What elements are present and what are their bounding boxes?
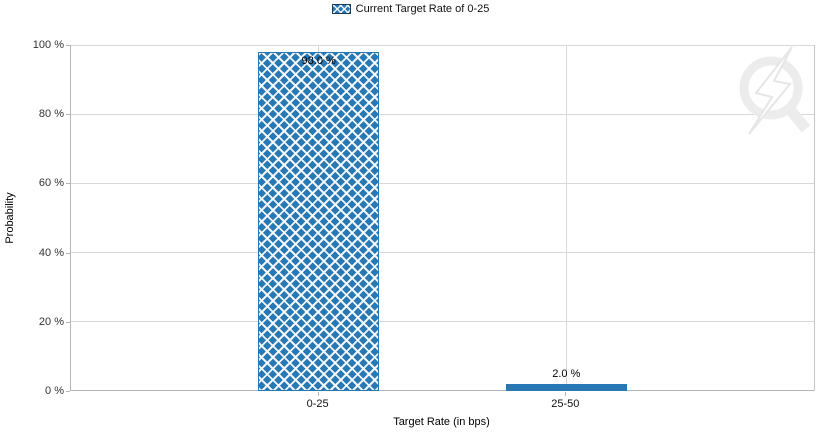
bar-25-50[interactable]	[505, 384, 627, 391]
y-tick-mark	[66, 114, 70, 116]
h-gridline	[71, 252, 814, 254]
legend[interactable]: Current Target Rate of 0-25	[0, 3, 821, 15]
y-tick-mark	[66, 391, 70, 392]
watermark-logo	[739, 46, 811, 135]
y-tick-label: 80 %	[38, 108, 64, 121]
y-tick-mark	[66, 321, 70, 323]
h-gridline	[71, 44, 814, 46]
bar-value-label: 98.0 %	[301, 54, 336, 67]
y-tick-label: 0 %	[45, 385, 64, 397]
h-gridline	[71, 182, 814, 184]
y-tick-mark	[66, 252, 70, 254]
y-axis-title: Probability	[4, 192, 16, 244]
h-gridline	[71, 113, 814, 115]
plot-area: 98.0 % 2.0 %	[70, 44, 815, 391]
x-tick-label: 25-50	[551, 398, 580, 410]
x-tick-mark	[565, 392, 567, 396]
bar-value-label: 2.0 %	[552, 368, 581, 381]
legend-label: Current Target Rate of 0-25	[355, 3, 490, 15]
y-tick-label: 100 %	[32, 39, 64, 51]
legend-swatch-icon	[331, 4, 351, 14]
bar-0-25[interactable]	[258, 51, 380, 391]
y-tick-mark	[66, 183, 70, 185]
x-axis-line	[71, 390, 814, 391]
y-tick-label: 20 %	[38, 315, 64, 328]
h-gridline	[71, 321, 814, 323]
y-tick-label: 60 %	[38, 177, 64, 190]
y-tick-mark	[66, 45, 70, 46]
x-tick-label: 0-25	[306, 398, 329, 410]
y-tick-label: 40 %	[38, 246, 64, 259]
x-axis-title: Target Rate (in bps)	[393, 416, 490, 428]
x-tick-mark	[317, 392, 319, 396]
v-gridline	[565, 45, 567, 391]
